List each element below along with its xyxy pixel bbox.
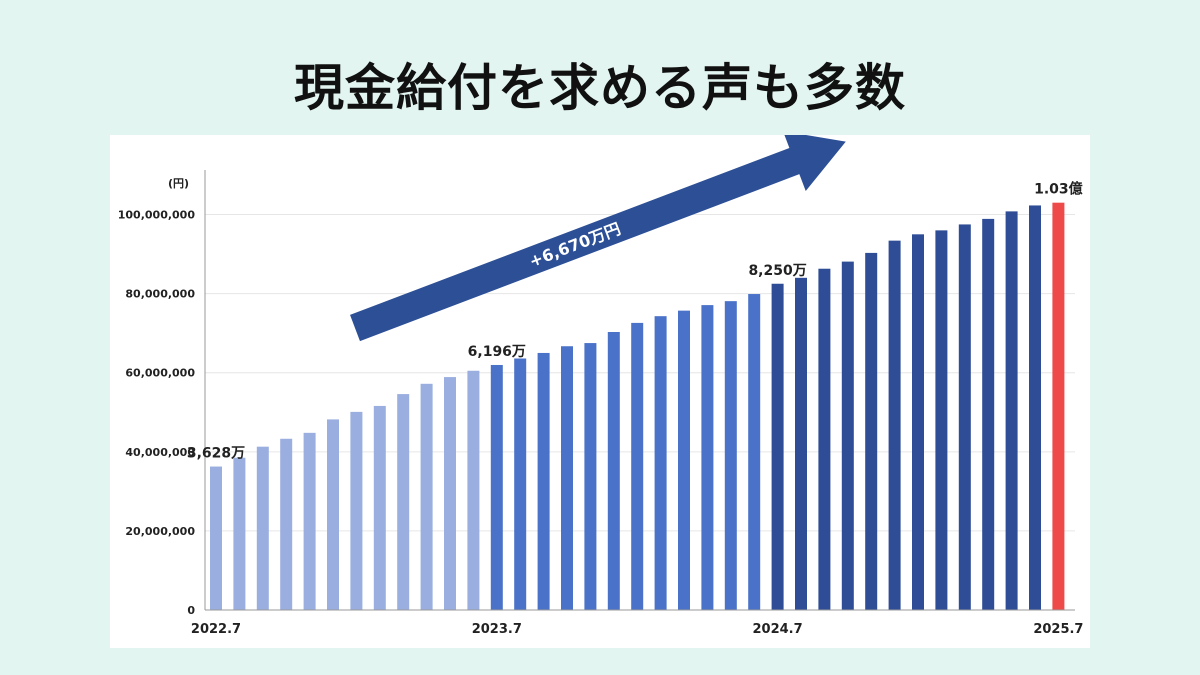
bar	[514, 358, 527, 610]
bar	[888, 240, 901, 610]
bar	[724, 301, 737, 610]
y-tick-label: 0	[187, 604, 195, 617]
data-label: 8,250万	[748, 263, 806, 279]
trend-arrow-shape	[350, 135, 846, 342]
bar	[701, 305, 714, 610]
bar	[490, 364, 503, 610]
bar	[958, 224, 971, 610]
bar	[444, 377, 456, 610]
bar	[607, 331, 620, 610]
x-tick-label: 2023.7	[472, 622, 522, 637]
chart-panel: 0 20,000,000 40,000,000 60,000,000 80,000,00…	[110, 135, 1090, 648]
y-tick-label: 40,000,000	[125, 446, 195, 459]
bar	[678, 310, 690, 610]
bar	[467, 370, 480, 610]
x-tick-label: 2025.7	[1033, 622, 1083, 637]
bar	[771, 283, 784, 610]
bar	[1052, 202, 1065, 610]
bar	[584, 343, 597, 610]
y-tick-label: 80,000,000	[125, 288, 195, 301]
y-tick-label: 60,000,000	[125, 367, 195, 380]
bar	[350, 411, 363, 610]
bar	[420, 383, 433, 610]
bar	[397, 394, 410, 610]
bar	[935, 230, 948, 610]
data-label: 3,628万	[187, 446, 245, 462]
bar	[654, 316, 667, 610]
bar	[818, 268, 831, 610]
bar	[327, 419, 339, 610]
y-unit-label: (円)	[168, 177, 189, 190]
bar-chart: 0 20,000,000 40,000,000 60,000,000 80,000,00…	[118, 135, 1083, 637]
x-tick-label: 2024.7	[753, 622, 803, 637]
bar	[280, 438, 293, 610]
bar	[233, 457, 246, 610]
page-title: 現金給付を求める声も多数	[294, 59, 906, 117]
bar	[373, 405, 386, 610]
data-label: 6,196万	[468, 344, 526, 360]
bar	[795, 277, 807, 610]
bar	[631, 322, 644, 610]
y-tick-label: 100,000,000	[118, 209, 196, 222]
bar	[561, 346, 573, 610]
x-tick-label: 2022.7	[191, 622, 241, 637]
bar	[1029, 205, 1041, 610]
bar	[841, 261, 854, 610]
y-tick-label: 20,000,000	[125, 525, 195, 538]
bar	[865, 252, 878, 610]
bar	[748, 294, 761, 610]
bar	[303, 432, 316, 610]
data-label: 1.03億	[1034, 181, 1083, 198]
bar	[1005, 211, 1018, 610]
bar	[537, 352, 550, 610]
bar	[912, 234, 924, 610]
bar	[982, 218, 995, 610]
bar	[210, 466, 222, 610]
bar	[256, 446, 269, 610]
